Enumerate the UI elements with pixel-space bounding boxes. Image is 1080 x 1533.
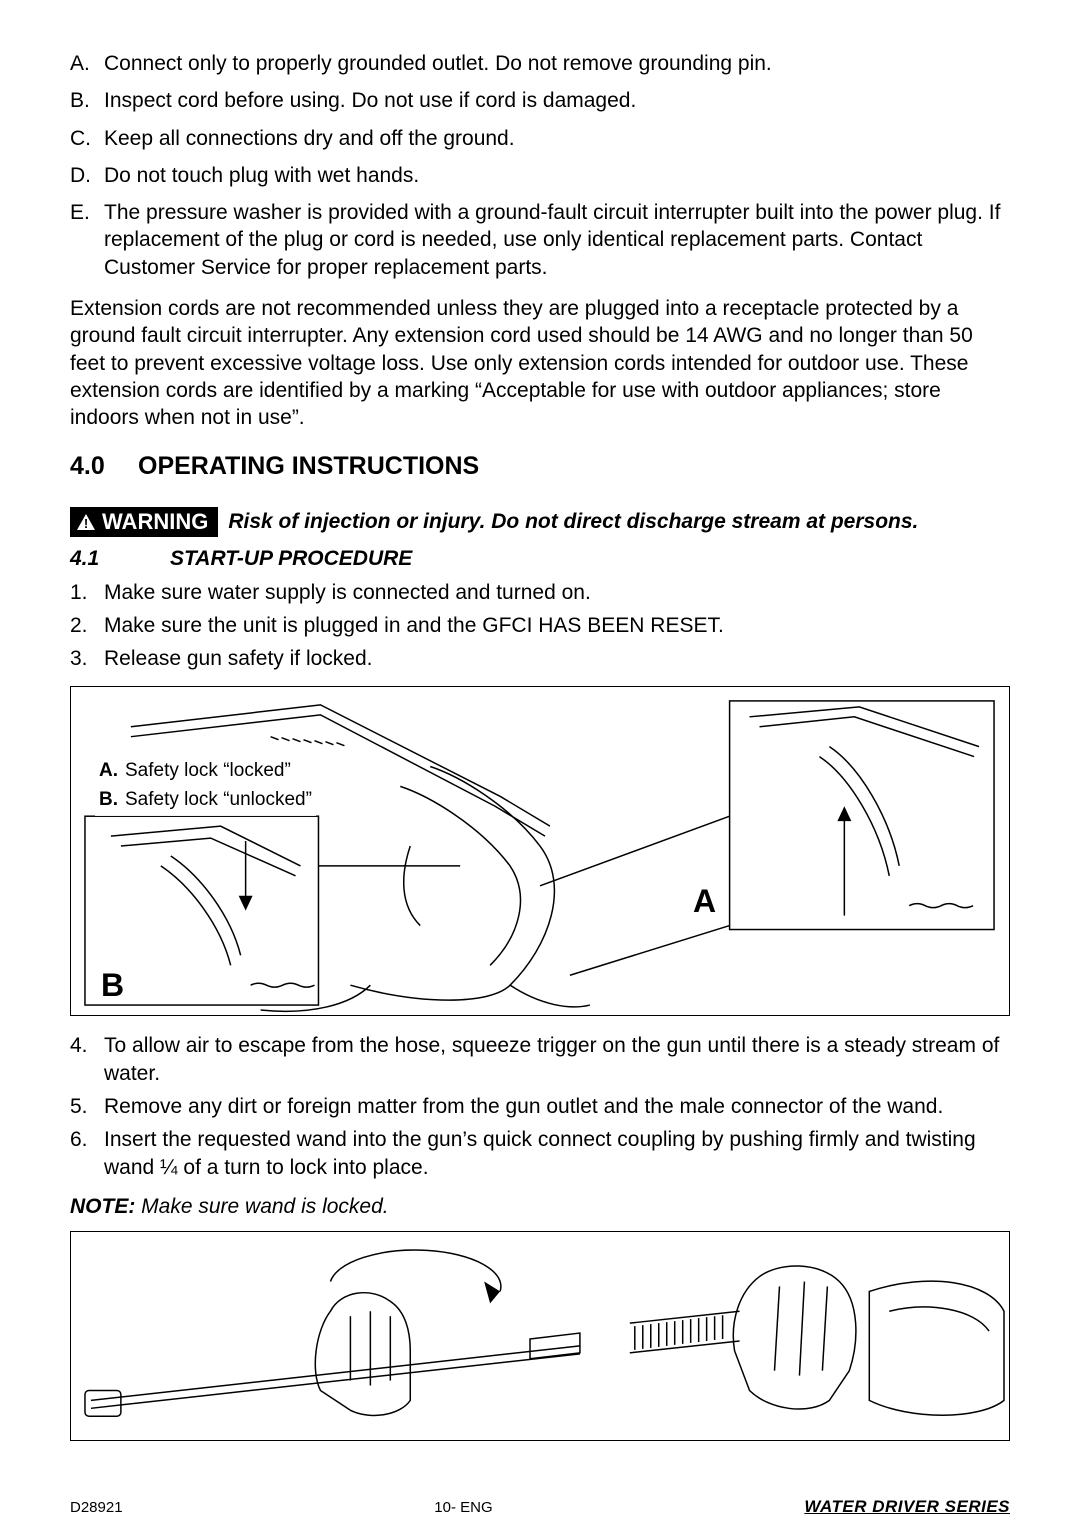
- list-number: 6.: [70, 1126, 104, 1153]
- list-number: 4.: [70, 1032, 104, 1059]
- figure-label-b: B: [101, 967, 124, 1004]
- list-item: 3.Release gun safety if locked.: [70, 645, 1010, 672]
- callout-key: A.: [99, 757, 125, 786]
- alpha-list: A.Connect only to properly grounded outl…: [70, 50, 1010, 281]
- list-text: To allow air to escape from the hose, sq…: [104, 1032, 1010, 1087]
- callout-key: B.: [99, 786, 125, 815]
- list-letter: B.: [70, 87, 104, 114]
- warning-triangle-icon: !: [76, 513, 96, 531]
- footer-brand: WATER DRIVER SERIES: [804, 1497, 1010, 1517]
- list-text: Insert the requested wand into the gun’s…: [104, 1126, 1010, 1181]
- section-number: 4.0: [70, 452, 138, 481]
- list-text: The pressure washer is provided with a g…: [104, 199, 1010, 281]
- startup-list-top: 1.Make sure water supply is connected an…: [70, 579, 1010, 673]
- callout-text: Safety lock “unlocked”: [125, 786, 312, 815]
- list-item: B.Inspect cord before using. Do not use …: [70, 87, 1010, 114]
- list-number: 2.: [70, 612, 104, 639]
- footer-page-number: 10- ENG: [434, 1499, 492, 1516]
- section-title: OPERATING INSTRUCTIONS: [138, 452, 479, 481]
- page-footer: D28921 10- ENG WATER DRIVER SERIES: [70, 1497, 1010, 1517]
- figure-safety-lock: A.Safety lock “locked” B.Safety lock “un…: [70, 686, 1010, 1016]
- document-page: A.Connect only to properly grounded outl…: [0, 0, 1080, 1533]
- warning-badge-text: WARNING: [102, 509, 208, 535]
- callout-row: A.Safety lock “locked”: [99, 757, 312, 786]
- list-number: 1.: [70, 579, 104, 606]
- list-number: 3.: [70, 645, 104, 672]
- subsection-number: 4.1: [70, 547, 170, 571]
- figure-callouts: A.Safety lock “locked” B.Safety lock “un…: [95, 755, 316, 816]
- list-text: Remove any dirt or foreign matter from t…: [104, 1093, 943, 1120]
- list-item: C.Keep all connections dry and off the g…: [70, 125, 1010, 152]
- figure-wand-insert: [70, 1231, 1010, 1441]
- footer-doc-id: D28921: [70, 1499, 123, 1516]
- list-item: 5.Remove any dirt or foreign matter from…: [70, 1093, 1010, 1120]
- list-item: E.The pressure washer is provided with a…: [70, 199, 1010, 281]
- note-label: NOTE:: [70, 1195, 135, 1218]
- callout-row: B.Safety lock “unlocked”: [99, 786, 312, 815]
- list-item: 2.Make sure the unit is plugged in and t…: [70, 612, 1010, 639]
- callout-text: Safety lock “locked”: [125, 757, 291, 786]
- extension-cord-paragraph: Extension cords are not recommended unle…: [70, 295, 1010, 431]
- list-text: Connect only to properly grounded outlet…: [104, 50, 772, 77]
- list-item: D.Do not touch plug with wet hands.: [70, 162, 1010, 189]
- list-item: 6.Insert the requested wand into the gun…: [70, 1126, 1010, 1181]
- list-text: Inspect cord before using. Do not use if…: [104, 87, 636, 114]
- figure-label-a: A: [693, 883, 716, 920]
- section-heading: 4.0 OPERATING INSTRUCTIONS: [70, 452, 1010, 481]
- list-letter: A.: [70, 50, 104, 77]
- list-letter: D.: [70, 162, 104, 189]
- list-text: Release gun safety if locked.: [104, 645, 373, 672]
- startup-list-bottom: 4.To allow air to escape from the hose, …: [70, 1032, 1010, 1180]
- subsection-title: START-UP PROCEDURE: [170, 547, 412, 571]
- warning-text: Risk of injection or injury. Do not dire…: [228, 510, 918, 534]
- list-item: 1.Make sure water supply is connected an…: [70, 579, 1010, 606]
- subsection-heading: 4.1 START-UP PROCEDURE: [70, 547, 1010, 571]
- note-text: Make sure wand is locked.: [135, 1195, 388, 1218]
- list-text: Make sure the unit is plugged in and the…: [104, 612, 724, 639]
- list-item: 4.To allow air to escape from the hose, …: [70, 1032, 1010, 1087]
- note-line: NOTE: Make sure wand is locked.: [70, 1195, 1010, 1219]
- list-number: 5.: [70, 1093, 104, 1120]
- list-text: Make sure water supply is connected and …: [104, 579, 591, 606]
- warning-row: ! WARNING Risk of injection or injury. D…: [70, 507, 1010, 537]
- list-item: A.Connect only to properly grounded outl…: [70, 50, 1010, 77]
- list-letter: C.: [70, 125, 104, 152]
- svg-text:!: !: [84, 516, 88, 531]
- list-text: Keep all connections dry and off the gro…: [104, 125, 515, 152]
- list-letter: E.: [70, 199, 104, 226]
- list-text: Do not touch plug with wet hands.: [104, 162, 419, 189]
- warning-badge: ! WARNING: [70, 507, 218, 537]
